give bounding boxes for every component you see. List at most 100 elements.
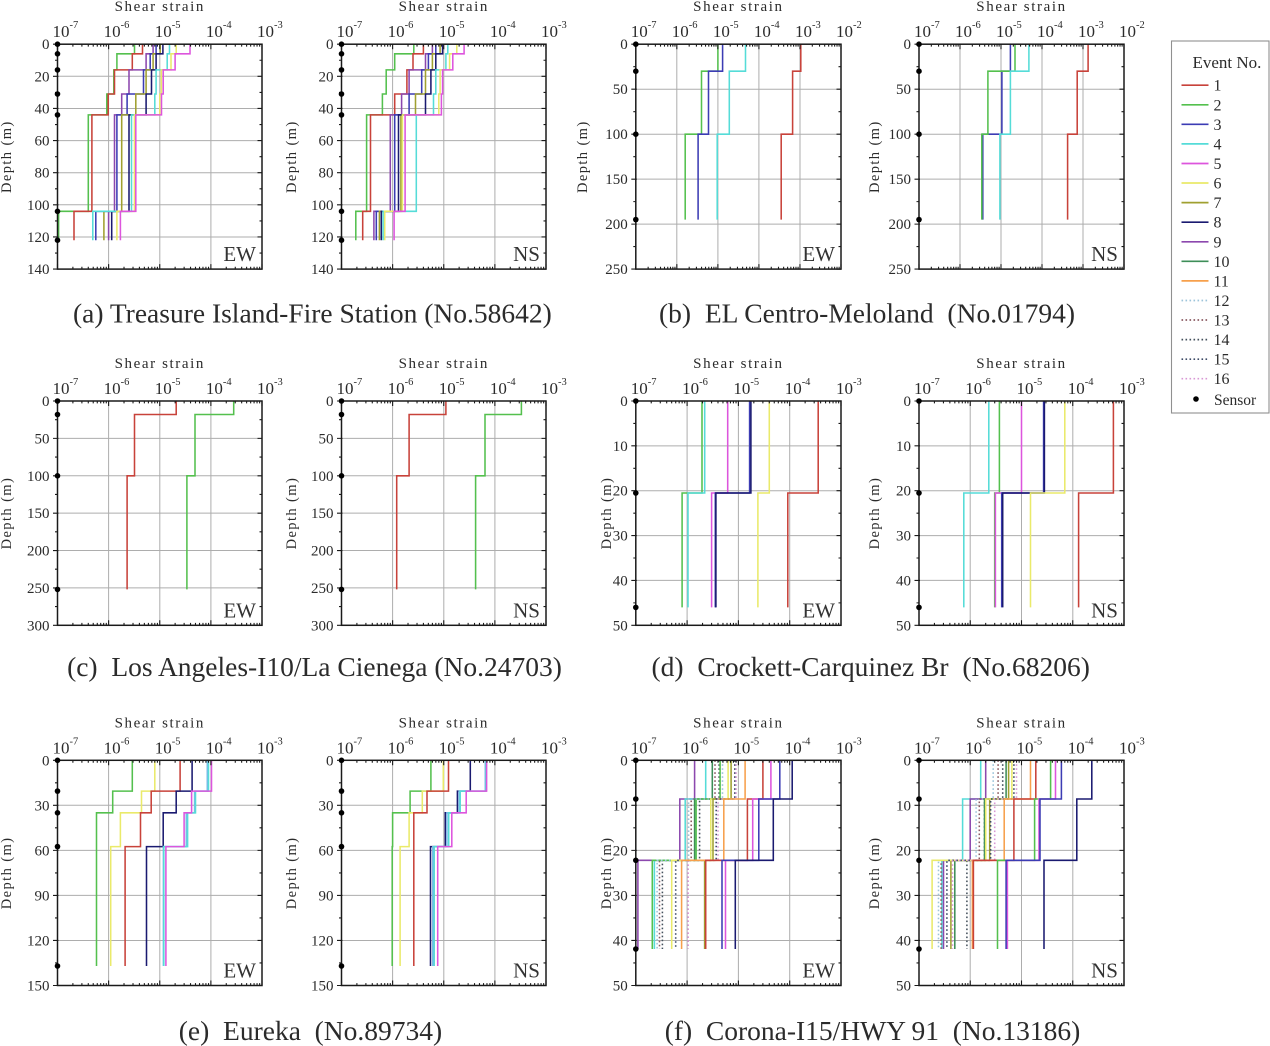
svg-text:4: 4	[1214, 136, 1222, 153]
svg-text:60: 60	[35, 134, 50, 150]
svg-text:250: 250	[311, 581, 334, 597]
svg-text:Sensor: Sensor	[1214, 392, 1257, 409]
svg-text:0: 0	[904, 37, 912, 53]
svg-text:300: 300	[311, 618, 334, 634]
svg-text:50: 50	[613, 82, 628, 98]
svg-text:NS: NS	[513, 598, 540, 622]
svg-text:(f) Corona-I15/HWY 91 (No.13: (f) Corona-I15/HWY 91 (No.13186)	[665, 1015, 1081, 1046]
svg-text:EW: EW	[223, 598, 256, 622]
svg-text:Depth (m): Depth (m)	[575, 120, 591, 193]
svg-text:Depth (m): Depth (m)	[867, 837, 883, 910]
svg-text:(b) EL Centro-Meloland (No.0: (b) EL Centro-Meloland (No.01794)	[659, 298, 1075, 329]
svg-text:16: 16	[1214, 371, 1230, 388]
svg-text:Shear strain: Shear strain	[976, 0, 1066, 15]
svg-text:60: 60	[35, 843, 50, 859]
svg-text:5: 5	[1214, 156, 1222, 173]
svg-text:30: 30	[613, 888, 628, 904]
svg-text:50: 50	[896, 618, 911, 634]
svg-text:100: 100	[27, 469, 50, 485]
svg-text:0: 0	[326, 394, 334, 410]
svg-text:10: 10	[613, 798, 628, 814]
svg-text:Depth (m): Depth (m)	[284, 477, 300, 550]
svg-text:NS: NS	[513, 242, 540, 266]
svg-text:200: 200	[27, 544, 50, 560]
svg-text:6: 6	[1214, 176, 1222, 193]
svg-text:Shear strain: Shear strain	[976, 715, 1066, 731]
svg-text:13: 13	[1214, 313, 1230, 330]
svg-text:Shear strain: Shear strain	[399, 356, 489, 372]
svg-text:(a) Treasure Island-Fire Stati: (a) Treasure Island-Fire Station (No.586…	[73, 298, 552, 329]
svg-text:100: 100	[889, 127, 912, 143]
svg-text:30: 30	[35, 798, 50, 814]
svg-text:50: 50	[896, 979, 911, 995]
svg-text:100: 100	[311, 198, 334, 214]
svg-text:250: 250	[27, 581, 50, 597]
svg-text:20: 20	[613, 843, 628, 859]
svg-text:40: 40	[35, 102, 50, 118]
svg-text:80: 80	[319, 166, 334, 182]
svg-text:30: 30	[896, 888, 911, 904]
svg-text:EW: EW	[802, 242, 835, 266]
svg-text:100: 100	[605, 127, 628, 143]
svg-text:Depth (m): Depth (m)	[284, 837, 300, 910]
svg-text:40: 40	[613, 934, 628, 950]
svg-text:(d) Crockett-Carquinez Br (N: (d) Crockett-Carquinez Br (No.68206)	[652, 651, 1090, 682]
svg-text:NS: NS	[1091, 959, 1118, 983]
svg-text:200: 200	[311, 544, 334, 560]
svg-text:7: 7	[1214, 195, 1222, 212]
svg-text:Depth (m): Depth (m)	[0, 837, 15, 910]
svg-text:120: 120	[27, 230, 50, 246]
svg-text:100: 100	[311, 469, 334, 485]
svg-text:1: 1	[1214, 78, 1222, 95]
svg-text:0: 0	[42, 37, 50, 53]
svg-text:Shear strain: Shear strain	[115, 0, 205, 15]
svg-text:40: 40	[613, 573, 628, 589]
svg-text:NS: NS	[1091, 242, 1118, 266]
svg-text:(e) Eureka (No.89734): (e) Eureka (No.89734)	[179, 1015, 442, 1046]
svg-text:50: 50	[896, 82, 911, 98]
svg-text:150: 150	[311, 506, 334, 522]
svg-text:120: 120	[27, 934, 50, 950]
svg-text:10: 10	[1214, 254, 1230, 271]
svg-text:60: 60	[319, 843, 334, 859]
svg-text:10: 10	[613, 439, 628, 455]
svg-text:Shear strain: Shear strain	[399, 715, 489, 731]
svg-text:0: 0	[42, 753, 50, 769]
svg-text:Depth (m): Depth (m)	[867, 477, 883, 550]
svg-text:250: 250	[889, 262, 912, 278]
svg-text:60: 60	[319, 134, 334, 150]
svg-text:0: 0	[326, 37, 334, 53]
svg-text:9: 9	[1214, 234, 1222, 251]
svg-text:8: 8	[1214, 215, 1222, 232]
svg-text:15: 15	[1214, 352, 1230, 369]
svg-text:140: 140	[27, 262, 50, 278]
svg-text:14: 14	[1214, 332, 1230, 349]
svg-text:50: 50	[613, 618, 628, 634]
svg-text:120: 120	[311, 230, 334, 246]
svg-text:100: 100	[27, 198, 50, 214]
svg-text:0: 0	[42, 394, 50, 410]
svg-text:90: 90	[319, 888, 334, 904]
svg-text:150: 150	[27, 506, 50, 522]
svg-text:Shear strain: Shear strain	[399, 0, 489, 15]
svg-text:Depth (m): Depth (m)	[0, 477, 15, 550]
svg-text:0: 0	[904, 394, 912, 410]
svg-text:EW: EW	[802, 598, 835, 622]
svg-text:Depth (m): Depth (m)	[0, 120, 15, 193]
svg-text:3: 3	[1214, 117, 1222, 134]
svg-text:40: 40	[896, 573, 911, 589]
svg-text:12: 12	[1214, 293, 1230, 310]
svg-text:NS: NS	[1091, 598, 1118, 622]
svg-text:Depth (m): Depth (m)	[599, 477, 615, 550]
svg-text:Shear strain: Shear strain	[693, 356, 783, 372]
svg-text:120: 120	[311, 934, 334, 950]
svg-text:EW: EW	[223, 242, 256, 266]
svg-text:40: 40	[896, 934, 911, 950]
svg-text:EW: EW	[223, 959, 256, 983]
svg-text:80: 80	[35, 166, 50, 182]
svg-text:0: 0	[326, 753, 334, 769]
svg-text:200: 200	[889, 217, 912, 233]
svg-text:Depth (m): Depth (m)	[599, 837, 615, 910]
svg-text:10: 10	[896, 798, 911, 814]
svg-text:EW: EW	[802, 959, 835, 983]
